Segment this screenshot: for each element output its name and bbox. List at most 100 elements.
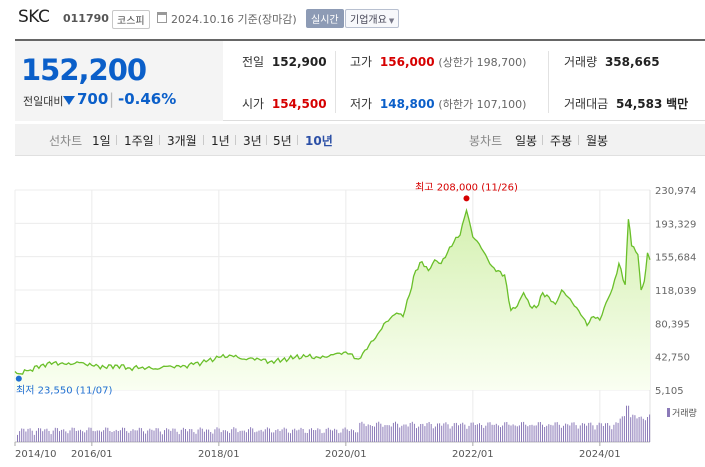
volume-bar: [516, 426, 518, 442]
tab-1w[interactable]: 1주일: [124, 134, 154, 148]
volume-bar: [128, 432, 130, 442]
stat-low: 저가 148,800 (하한가 107,100): [350, 95, 526, 112]
tab-divider: [297, 135, 298, 145]
volume-bar: [495, 423, 497, 442]
volume-bar: [271, 432, 273, 442]
volume-bar: [241, 430, 243, 442]
volume-bar: [348, 431, 350, 442]
volume-bar: [298, 429, 300, 442]
stat-label: 거래대금: [564, 97, 609, 111]
volume-bar: [539, 422, 541, 442]
volume-bar: [325, 428, 327, 442]
tab-weekly-candle[interactable]: 주봉: [550, 134, 573, 148]
volume-bar: [342, 428, 344, 442]
volume-bar: [376, 422, 378, 442]
volume-bar: [493, 424, 495, 442]
realtime-button[interactable]: 실시간: [306, 9, 344, 28]
tab-divider: [203, 135, 204, 145]
volume-bar: [500, 427, 501, 442]
change-separator: |: [109, 90, 115, 108]
volume-bar: [569, 425, 571, 442]
volume-bar: [350, 429, 352, 442]
volume-bar: [334, 428, 336, 442]
line-chart-label: 선차트: [49, 134, 83, 148]
date-value: 2024.10.16: [171, 13, 234, 26]
volume-bar: [600, 423, 602, 442]
tab-3m[interactable]: 3개월: [167, 134, 197, 148]
chart-period-tabs: 선차트 1일 1주일 3개월 1년 3년 5년 10년 봉차트 일봉 주봉 월봉: [15, 124, 705, 156]
volume-bar: [447, 424, 449, 442]
volume-bar: [474, 425, 476, 442]
tab-3y[interactable]: 3년: [243, 134, 262, 148]
limit-value: 198,700: [476, 56, 523, 69]
volume-bar: [63, 429, 65, 442]
date-suffix: 기준(장마감): [237, 13, 297, 26]
volume-bar: [86, 430, 88, 442]
volume-bar: [359, 422, 361, 442]
volume-bar: [105, 427, 107, 442]
volume-bar: [567, 424, 569, 442]
volume-bar: [623, 416, 625, 442]
volume-bar: [149, 428, 151, 442]
volume-bar: [644, 420, 646, 442]
volume-bar: [602, 426, 604, 442]
divider: [335, 51, 336, 113]
volume-bar: [418, 426, 420, 442]
volume-bar: [29, 428, 31, 442]
volume-bar: [632, 414, 634, 442]
volume-bar: [98, 430, 100, 442]
volume-bar: [136, 430, 138, 442]
volume-bar: [193, 432, 195, 442]
volume-bar: [533, 425, 535, 442]
volume-bar: [197, 429, 199, 442]
tab-1d[interactable]: 1일: [92, 134, 111, 148]
stock-header: SKC 011790 코스피 2024.10.16 기준(장마감) 실시간 기업…: [0, 0, 705, 36]
volume-bar: [235, 428, 237, 442]
volume-bar: [592, 425, 594, 442]
market-badge: 코스피: [112, 10, 150, 29]
stat-high: 고가 156,000 (상한가 198,700): [350, 53, 526, 70]
tab-daily-candle[interactable]: 일봉: [515, 134, 538, 148]
volume-bar: [529, 425, 531, 442]
volume-bar: [281, 429, 283, 442]
volume-bar: [287, 432, 289, 442]
current-price: 152,200: [21, 53, 147, 87]
stat-prev-close: 전일 152,900: [242, 53, 327, 70]
tab-monthly-candle[interactable]: 월봉: [586, 134, 609, 148]
divider: [548, 51, 549, 113]
volume-legend-label: 거래량: [672, 409, 697, 419]
volume-bar: [75, 431, 77, 442]
volume-bar: [161, 434, 163, 442]
volume-bar: [369, 425, 371, 442]
tab-1y[interactable]: 1년: [211, 134, 230, 148]
volume-bar: [17, 434, 18, 442]
volume-bar: [111, 432, 113, 442]
volume-bar: [430, 424, 432, 442]
tab-5y[interactable]: 5년: [273, 134, 292, 148]
volume-bar: [619, 418, 621, 442]
volume-bar: [579, 425, 581, 442]
y-tick-label: 42,750: [655, 353, 690, 364]
volume-bar: [224, 430, 226, 442]
volume-bar: [266, 427, 268, 442]
volume-bar: [617, 422, 619, 442]
volume-bar: [514, 425, 516, 442]
tab-divider: [542, 135, 543, 145]
volume-bar: [353, 430, 354, 442]
volume-bar: [537, 422, 539, 442]
volume-bar: [258, 430, 260, 442]
volume-bar: [172, 428, 174, 442]
stat-open: 시가 154,500: [242, 95, 327, 112]
volume-bar: [403, 424, 405, 442]
volume-bar: [174, 428, 176, 442]
volume-bar: [199, 427, 201, 442]
volume-bar: [546, 425, 548, 442]
tab-10y[interactable]: 10년: [305, 134, 333, 148]
company-overview-dropdown[interactable]: 기업개요 ▼: [345, 9, 400, 28]
volume-bar: [109, 431, 111, 442]
price-change-pct: -0.46%: [118, 90, 177, 108]
volume-bar: [140, 428, 142, 442]
volume-bar: [483, 427, 485, 442]
volume-bar: [451, 426, 453, 442]
volume-bar: [626, 405, 627, 442]
